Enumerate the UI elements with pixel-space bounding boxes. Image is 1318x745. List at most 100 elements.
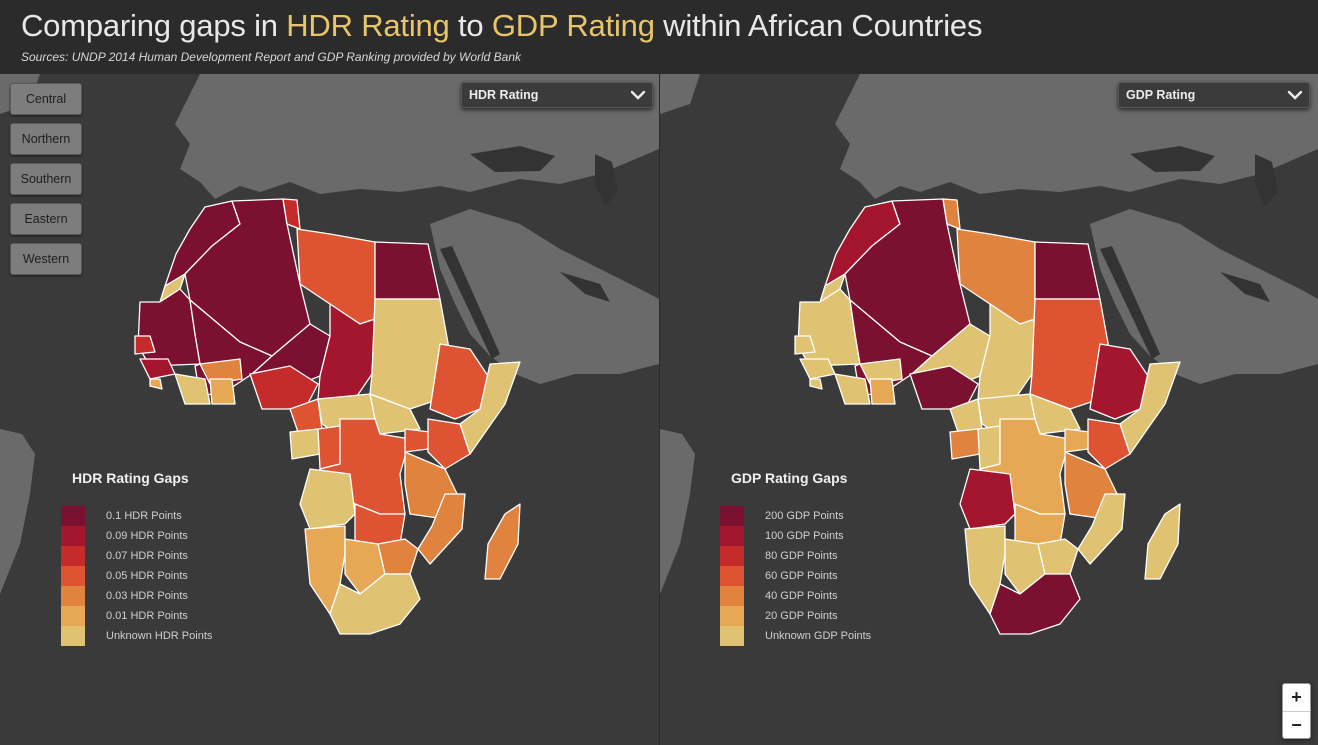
- country-zimbabwe: [1037, 538, 1079, 575]
- country-nigeria: [909, 365, 979, 410]
- country-egypt: [1034, 241, 1101, 300]
- legend-item: 0.09 HDR Points: [61, 526, 212, 546]
- page-title: Comparing gaps in HDR Rating to GDP Rati…: [21, 8, 982, 44]
- african-countries: [794, 198, 1181, 635]
- legend-item: 0.03 HDR Points: [61, 586, 212, 606]
- zoom-in-button[interactable]: +: [1291, 687, 1302, 707]
- legend-swatch: [61, 566, 85, 586]
- caspian-sea: [1255, 154, 1278, 206]
- legend-label: 0.07 HDR Points: [106, 550, 188, 562]
- legend-label: Unknown HDR Points: [106, 630, 213, 642]
- country-ivory-coast: [834, 373, 871, 405]
- country-senegal: [134, 335, 156, 355]
- country-madagascar: [1144, 503, 1181, 580]
- country-ghana: [209, 378, 236, 405]
- south-america-edge: [0, 429, 35, 594]
- legend-swatch: [61, 626, 85, 646]
- legend-label: Unknown GDP Points: [765, 630, 872, 642]
- title-part: Comparing gaps in: [21, 8, 287, 43]
- dropdown-label: GDP Rating: [1126, 88, 1196, 102]
- legend-label: 40 GDP Points: [765, 590, 838, 602]
- south-america-edge: [660, 429, 695, 594]
- page-subtitle: Sources: UNDP 2014 Human Development Rep…: [21, 50, 522, 64]
- country-guinea: [139, 358, 176, 380]
- basemap-seas: [1100, 146, 1278, 359]
- legend-item: Unknown GDP Points: [720, 626, 871, 646]
- legend-label: 0.03 HDR Points: [106, 590, 188, 602]
- country-uganda: [1064, 428, 1091, 453]
- chevron-down-icon: [1281, 83, 1309, 107]
- persian-gulf: [560, 272, 610, 302]
- legend-swatch: [61, 606, 85, 626]
- country-ghana: [869, 378, 896, 405]
- country-gabon: [289, 428, 321, 460]
- region-button-southern[interactable]: Southern: [10, 163, 82, 195]
- legend-item: 200 GDP Points: [720, 506, 871, 526]
- title-highlight-hdr: HDR Rating: [286, 8, 450, 43]
- country-sudan: [369, 298, 451, 410]
- legend-title: GDP Rating Gaps: [731, 470, 848, 486]
- country-congo: [317, 425, 341, 470]
- legend-label: 0.09 HDR Points: [106, 530, 188, 542]
- greenland-tip: [660, 74, 700, 114]
- country-mozambique: [417, 493, 466, 565]
- legend-swatch: [61, 586, 85, 606]
- country-uganda: [404, 428, 431, 453]
- country-ivory-coast: [174, 373, 211, 405]
- legend-label: 20 GDP Points: [765, 610, 838, 622]
- african-countries: [134, 198, 521, 635]
- title-part: within African Countries: [654, 8, 983, 43]
- country-madagascar: [484, 503, 521, 580]
- country-kenya: [1087, 418, 1131, 470]
- legend-item: Unknown HDR Points: [61, 626, 212, 646]
- hdr-map[interactable]: [0, 74, 659, 745]
- country-congo: [977, 425, 1001, 470]
- red-sea: [1100, 246, 1160, 359]
- legend-item: 0.07 HDR Points: [61, 546, 212, 566]
- caspian-sea: [595, 154, 618, 206]
- legend-label: 60 GDP Points: [765, 570, 838, 582]
- legend-title: HDR Rating Gaps: [72, 470, 189, 486]
- black-sea: [1130, 146, 1215, 172]
- country-sierra-leone: [809, 378, 823, 390]
- country-nigeria: [249, 365, 319, 410]
- title-part: to: [449, 8, 492, 43]
- legend-item: 20 GDP Points: [720, 606, 871, 626]
- dropdown-label: HDR Rating: [469, 88, 539, 102]
- legend-label: 0.05 HDR Points: [106, 570, 188, 582]
- country-angola: [959, 468, 1016, 530]
- country-mozambique: [1077, 493, 1126, 565]
- legend-item: 0.05 HDR Points: [61, 566, 212, 586]
- gdp-map-panel[interactable]: GDP Rating GDP Rating Gaps 200 GDP Point…: [660, 74, 1318, 745]
- country-south-sudan: [369, 393, 421, 435]
- region-button-northern[interactable]: Northern: [10, 123, 82, 155]
- gdp-legend: GDP Rating Gaps 200 GDP Points 100 GDP Po…: [720, 470, 871, 646]
- zoom-control: + −: [1282, 683, 1311, 739]
- hdr-map-panel[interactable]: Central Northern Southern Eastern Wester…: [0, 74, 659, 745]
- country-guinea: [799, 358, 836, 380]
- country-kenya: [427, 418, 471, 470]
- legend-label: 0.01 HDR Points: [106, 610, 188, 622]
- region-button-central[interactable]: Central: [10, 83, 82, 115]
- legend-swatch: [720, 526, 744, 546]
- legend-item: 60 GDP Points: [720, 566, 871, 586]
- legend-swatch: [61, 506, 85, 526]
- legend-label: 100 GDP Points: [765, 530, 844, 542]
- gdp-map[interactable]: [660, 74, 1318, 745]
- country-zimbabwe: [377, 538, 419, 575]
- region-button-western[interactable]: Western: [10, 243, 82, 275]
- panel-divider: [659, 74, 660, 745]
- zoom-out-button[interactable]: −: [1283, 711, 1310, 739]
- black-sea: [470, 146, 555, 172]
- legend-item: 100 GDP Points: [720, 526, 871, 546]
- legend-label: 0.1 HDR Points: [106, 510, 182, 522]
- legend-swatch: [720, 566, 744, 586]
- legend-label: 80 GDP Points: [765, 550, 838, 562]
- gdp-metric-dropdown[interactable]: GDP Rating: [1118, 82, 1310, 108]
- region-button-eastern[interactable]: Eastern: [10, 203, 82, 235]
- country-angola: [299, 468, 356, 530]
- hdr-metric-dropdown[interactable]: HDR Rating: [461, 82, 653, 108]
- country-south-africa: [989, 573, 1081, 635]
- persian-gulf: [1220, 272, 1270, 302]
- hdr-legend: HDR Rating Gaps 0.1 HDR Points 0.09 HDR P…: [61, 470, 212, 646]
